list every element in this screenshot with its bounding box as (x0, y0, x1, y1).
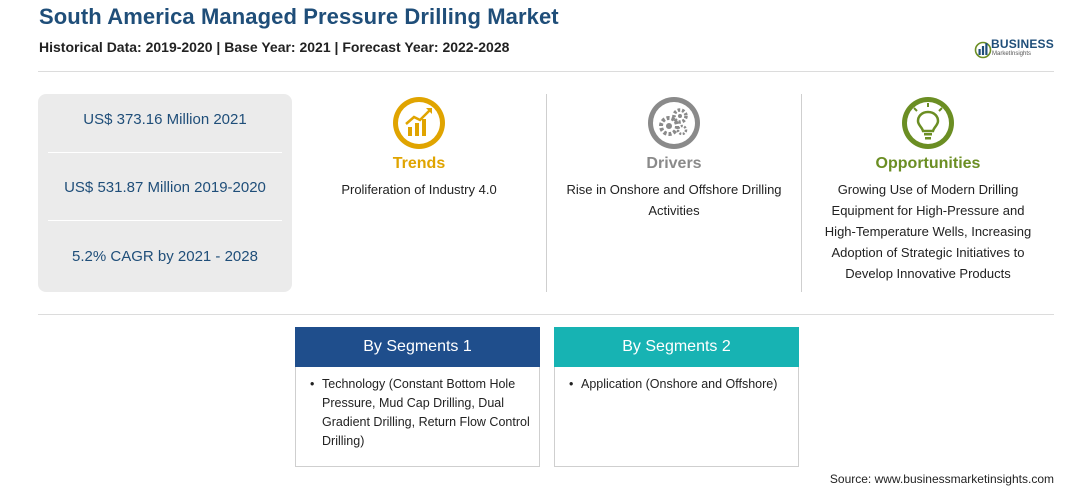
segment-1-header: By Segments 1 (295, 327, 540, 367)
bullet-marker: • (569, 377, 574, 391)
drivers-heading: Drivers (646, 155, 702, 172)
gears-icon (645, 94, 703, 152)
drivers-text: Rise in Onshore and Offshore Drilling Ac… (566, 182, 782, 218)
trends-heading: Trends (392, 155, 446, 172)
opportunities-text: Growing Use of Modern Drilling Equipment… (824, 182, 1032, 281)
trends-text: Proliferation of Industry 4.0 (341, 182, 497, 197)
column-divider (546, 94, 547, 292)
stat-divider (48, 152, 282, 153)
trends-column: Trends Proliferation of Industry 4.0 (294, 94, 544, 200)
segment-1-body: • Technology (Constant Bottom Hole Press… (295, 367, 540, 467)
stat-cagr: 5.2% CAGR by 2021 - 2028 (72, 248, 258, 265)
logo-tagline: MarketInsights (992, 51, 1032, 57)
page-subtitle: Historical Data: 2019-2020 | Base Year: … (39, 39, 510, 55)
trending-chart-icon (390, 94, 448, 152)
logo-word: BUSINESS (991, 37, 1054, 51)
stat-market-size-2021: US$ 373.16 Million 2021 (83, 111, 247, 128)
source-credit: Source: www.businessmarketinsights.com (829, 472, 1054, 486)
header-divider (38, 71, 1054, 72)
segment-2-body: • Application (Onshore and Offshore) (554, 367, 799, 467)
section-divider (38, 314, 1054, 315)
stat-market-size-2019-2020: US$ 531.87 Million 2019-2020 (64, 179, 266, 196)
segment-2-header: By Segments 2 (554, 327, 799, 367)
stat-divider (48, 220, 282, 221)
globe-bars-logo-icon (974, 41, 992, 59)
segment-2-item: Application (Onshore and Offshore) (581, 377, 778, 391)
opportunities-heading: Opportunities (875, 155, 981, 172)
bullet-marker: • (310, 377, 315, 391)
column-divider (801, 94, 802, 292)
drivers-column: Drivers Rise in Onshore and Offshore Dri… (549, 94, 799, 221)
segment-1-item: Technology (Constant Bottom Hole Pressur… (322, 377, 530, 448)
lightbulb-icon (899, 94, 957, 152)
opportunities-column: Opportunities Growing Use of Modern Dril… (803, 94, 1053, 284)
stats-card: US$ 373.16 Million 2021 US$ 531.87 Milli… (38, 94, 292, 292)
page-title: South America Managed Pressure Drilling … (39, 4, 559, 29)
brand-logo: BUSINESS MarketInsights (974, 36, 1064, 64)
